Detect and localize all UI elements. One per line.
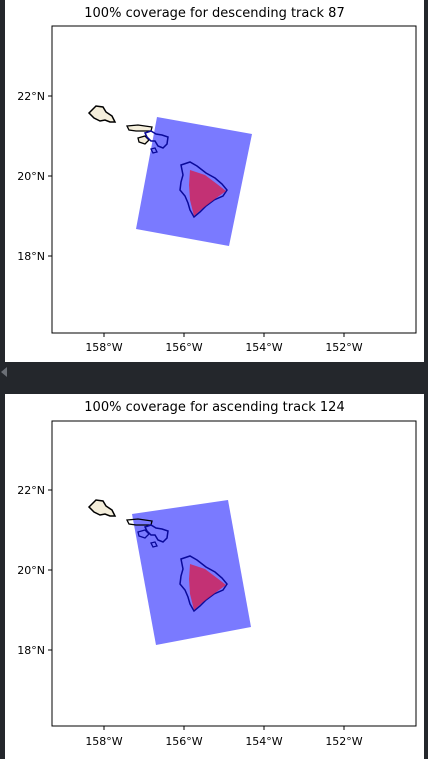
island-lanai [137, 135, 150, 145]
island-oahu [87, 105, 117, 123]
lat-tick-label: 18°N [17, 644, 45, 657]
lat-tick-label: 22°N [17, 90, 45, 103]
map-title: 100% coverage for ascending track 124 [84, 400, 345, 415]
lat-tick-label: 20°N [17, 170, 45, 183]
island-molokai [125, 124, 153, 132]
lon-tick-label: 154°W [245, 341, 282, 354]
lat-tick-label: 20°N [17, 564, 45, 577]
lat-tick-label: 18°N [17, 250, 45, 263]
target-region [189, 564, 226, 610]
lon-tick-label: 156°W [165, 341, 202, 354]
map-panel-ascending: 100% coverage for ascending track 124 22… [5, 394, 424, 759]
island-lanai [137, 529, 150, 539]
island-maui [143, 524, 169, 543]
island-maui [143, 130, 169, 149]
lon-tick-label: 158°W [85, 341, 122, 354]
island-kahoolawe [150, 147, 158, 154]
island-hawaii [179, 555, 228, 613]
target-region [189, 170, 226, 216]
map-panel-descending: 100% coverage for descending track 87 22… [5, 0, 424, 362]
island-kahoolawe [150, 541, 158, 548]
lon-tick-label: 152°W [325, 735, 362, 748]
map-title: 100% coverage for descending track 87 [84, 6, 345, 21]
lon-tick-label: 152°W [325, 341, 362, 354]
lat-tick-label: 22°N [17, 484, 45, 497]
lon-tick-label: 154°W [245, 735, 282, 748]
lon-tick-label: 158°W [85, 735, 122, 748]
coverage-map: 22°N 20°N 18°N 158°W 156°W 154°W 152°W [17, 420, 417, 748]
lon-tick-label: 156°W [165, 735, 202, 748]
coverage-map: 22°N 20°N 18°N 158°W 156°W 154°W 152°W [17, 25, 417, 354]
scroll-left-icon[interactable] [0, 366, 8, 378]
island-hawaii [179, 161, 228, 219]
island-oahu [87, 499, 117, 517]
